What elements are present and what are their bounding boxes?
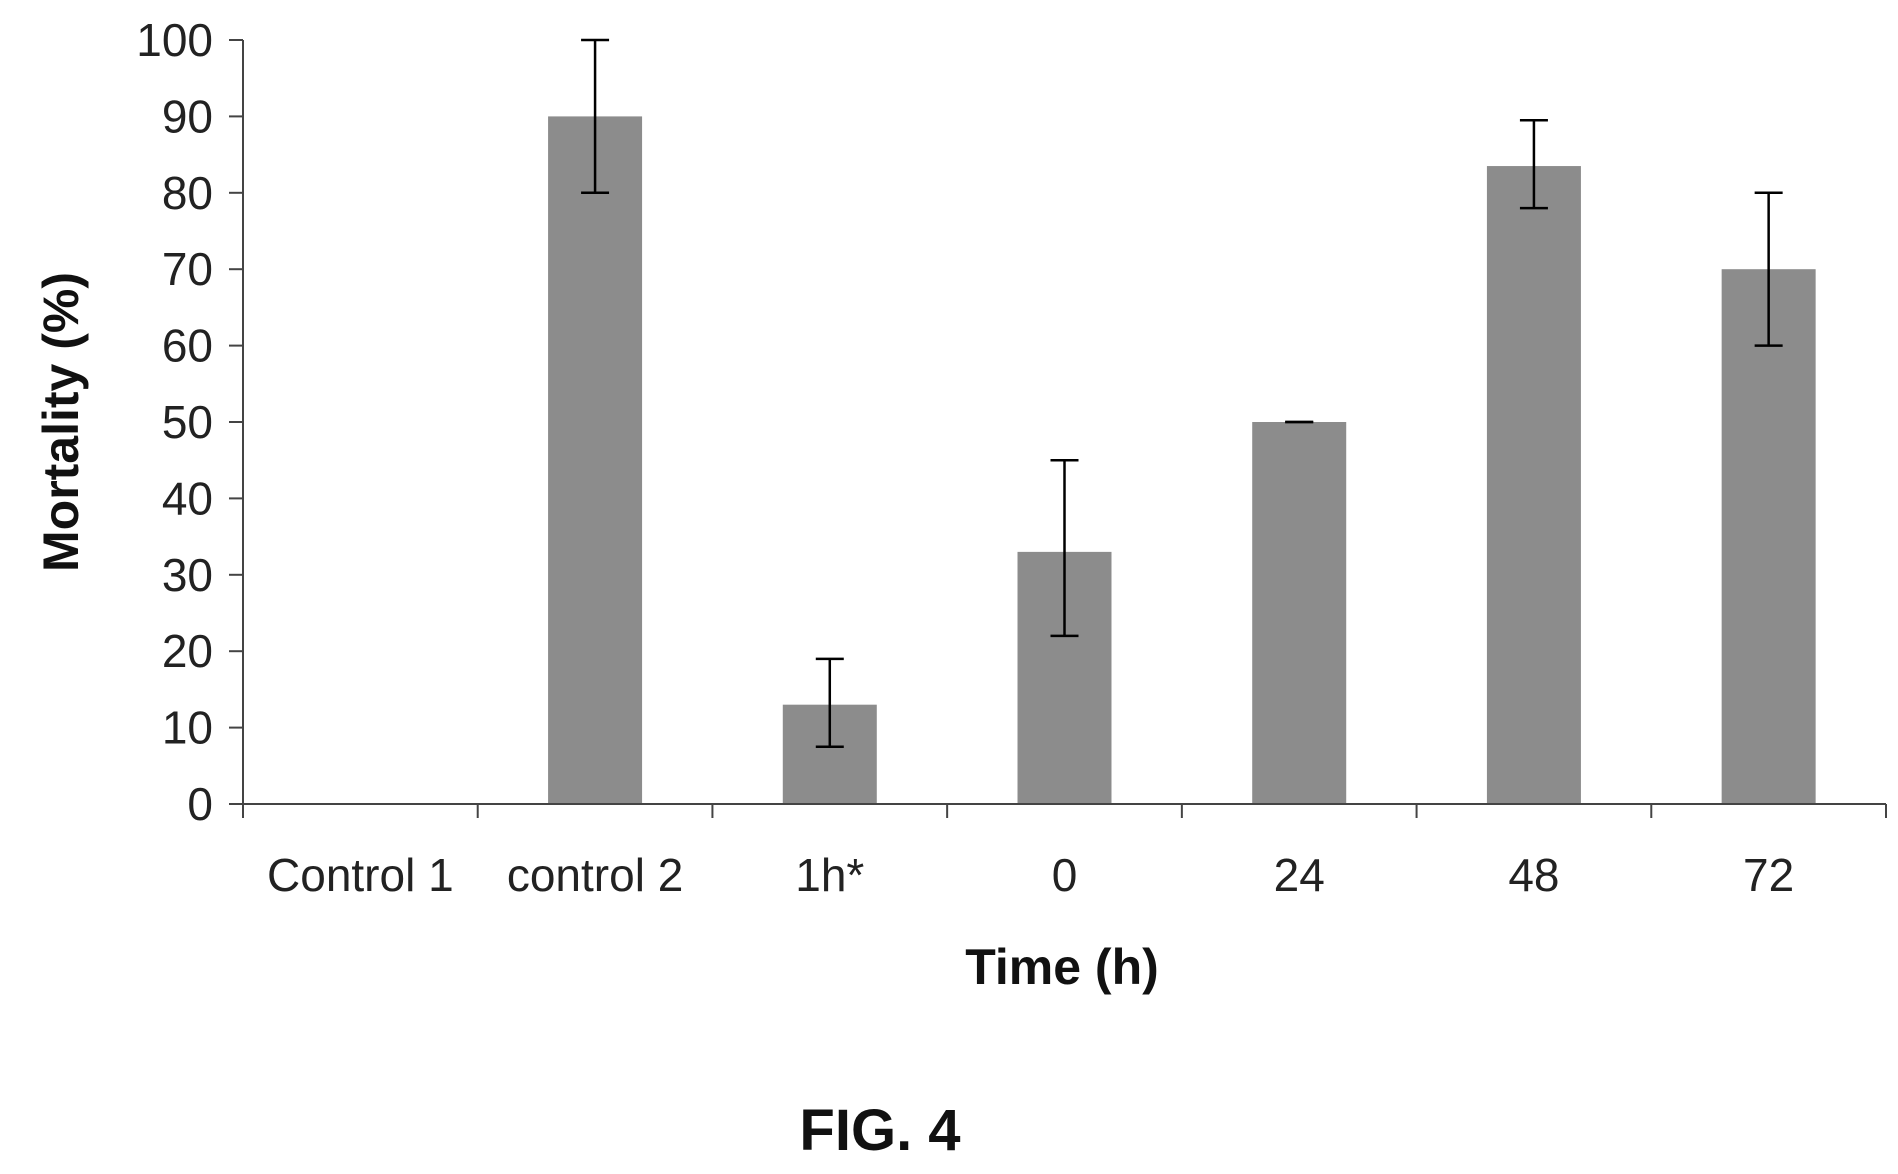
y-tick-label: 10 <box>162 702 213 754</box>
bar <box>548 116 643 804</box>
y-tick-label: 30 <box>162 549 213 601</box>
x-axis-ticks: Control 1 control 2 1h* 0 24 48 72 <box>242 804 1887 901</box>
bars-group <box>548 116 1816 804</box>
y-tick-label: 60 <box>162 320 213 372</box>
y-tick-label: 40 <box>162 472 213 524</box>
x-tick-label: 72 <box>1743 849 1794 901</box>
bar <box>1721 269 1816 804</box>
x-tick-label: 1h* <box>795 849 864 901</box>
y-axis-title: Mortality (%) <box>33 272 89 572</box>
y-tick-label: 20 <box>162 625 213 677</box>
y-tick-label: 80 <box>162 167 213 219</box>
bar <box>1486 166 1581 804</box>
figure-caption: FIG. 4 <box>799 1098 960 1163</box>
x-tick-label: 24 <box>1274 849 1325 901</box>
y-tick-label: 50 <box>162 396 213 448</box>
y-tick-label: 0 <box>187 778 213 830</box>
y-tick-label: 90 <box>162 90 213 142</box>
x-tick-label: 48 <box>1508 849 1559 901</box>
bar <box>1252 422 1347 804</box>
x-axis-title: Time (h) <box>965 939 1159 995</box>
error-bars-group <box>581 38 1783 748</box>
x-tick-label: control 2 <box>507 849 683 901</box>
y-axis-ticks: 0 10 20 30 40 50 60 70 80 90 100 <box>136 14 243 830</box>
y-tick-label: 70 <box>162 243 213 295</box>
y-tick-label: 100 <box>136 14 213 66</box>
x-tick-label: Control 1 <box>267 849 454 901</box>
x-tick-label: 0 <box>1052 849 1078 901</box>
